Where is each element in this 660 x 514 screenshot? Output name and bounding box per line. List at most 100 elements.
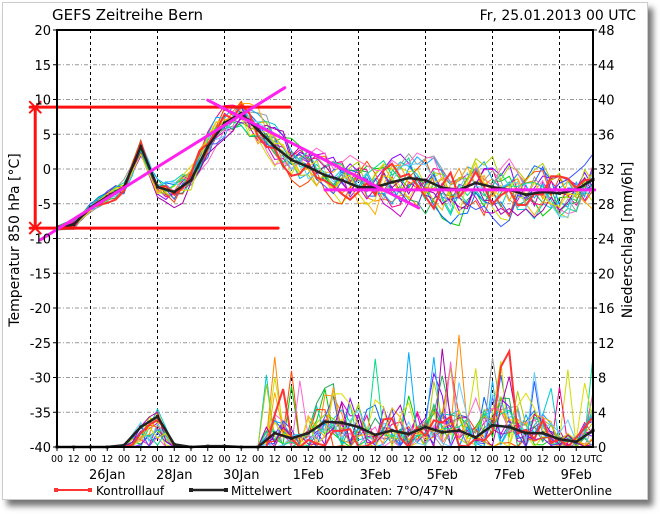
x-date-label: 30Jan xyxy=(223,468,260,483)
y-tick-label-left: 0 xyxy=(43,163,51,178)
x-hour-label: 12 xyxy=(403,454,415,465)
mittelwert-temperature-point xyxy=(273,145,277,149)
x-hour-label: 12 xyxy=(336,454,348,465)
mittelwert-temperature-point xyxy=(558,191,561,195)
legend-mittelwert-label: Mittelwert xyxy=(231,484,292,498)
y-tick-label-left: -35 xyxy=(30,406,51,421)
mittelwert-temperature-point xyxy=(340,178,344,182)
member-temperature-line xyxy=(56,103,594,230)
x-hour-label: 12 xyxy=(269,454,281,465)
mittelwert-temperature-point xyxy=(139,145,143,149)
mittelwert-temperature-point xyxy=(223,121,226,125)
mittelwert-precipitation-point xyxy=(491,423,494,427)
y-tick-label-left: 20 xyxy=(34,24,51,39)
y-tick-label-left: 10 xyxy=(34,94,51,109)
mittelwert-temperature-point xyxy=(474,181,478,185)
x-hour-label: 12 xyxy=(537,454,549,465)
run-time: Fr, 25.01.2013 00 UTC xyxy=(480,8,637,24)
x-hour-label: 00 xyxy=(252,454,264,465)
y-tick-label-right: 40 xyxy=(598,94,615,109)
y-tick-label-right: 16 xyxy=(598,302,615,317)
y-tick-label-right: 48 xyxy=(598,24,615,39)
y-tick-label-left: -5 xyxy=(38,198,51,213)
mittelwert-precipitation-point xyxy=(290,436,293,440)
x-hour-label: 00 xyxy=(453,454,465,465)
member-precipitation-line xyxy=(57,381,594,449)
x-hour-label: 12 xyxy=(168,454,180,465)
mittelwert-precipitation-point xyxy=(139,425,143,429)
x-date-label: 26Jan xyxy=(89,468,126,483)
x-hour-label: 12 xyxy=(68,454,80,465)
mittelwert-temperature-point xyxy=(256,128,260,132)
mittelwert-temperature-point xyxy=(206,145,210,149)
mittelwert-temperature-point xyxy=(440,186,444,190)
x-date-label: 1Feb xyxy=(293,468,324,483)
x-hour-label: 00 xyxy=(218,454,230,465)
y-tick-label-right: 8 xyxy=(598,372,606,387)
x-date-label: 3Feb xyxy=(360,468,391,483)
mittelwert-precipitation-point xyxy=(558,437,561,441)
x-hour-label: 00 xyxy=(285,454,297,465)
mittelwert-precipitation-point xyxy=(122,443,126,447)
mittelwert-temperature-point xyxy=(407,176,411,180)
mittelwert-temperature-point xyxy=(491,185,494,189)
mittelwert-temperature-point xyxy=(306,165,310,169)
legend-kontrolllauf-label: Kontrolllauf xyxy=(96,484,165,498)
y-tick-label-left: 5 xyxy=(43,128,51,143)
mittelwert-temperature-point xyxy=(72,223,76,227)
mittelwert-temperature-point xyxy=(524,193,528,197)
x-hour-label: 00 xyxy=(185,454,197,465)
mittelwert-temperature-point xyxy=(390,180,394,184)
x-date-label: 28Jan xyxy=(156,468,193,483)
legend-kontrolllauf-marker xyxy=(88,488,92,492)
mittelwert-precipitation-point xyxy=(541,431,545,435)
x-hour-label: 12 xyxy=(436,454,448,465)
y-tick-label-left: -40 xyxy=(30,441,51,456)
mittelwert-precipitation-point xyxy=(474,435,478,439)
mittelwert-precipitation-point xyxy=(457,428,461,432)
x-hour-label: 12 xyxy=(503,454,515,465)
mittelwert-temperature-point xyxy=(541,190,545,194)
grid xyxy=(57,30,593,447)
annotation-cross xyxy=(28,221,42,235)
mittelwert-precipitation-point xyxy=(156,415,159,419)
x-hour-label: 00 xyxy=(151,454,163,465)
mittelwert-precipitation-point xyxy=(340,421,344,425)
y-tick-label-left: -30 xyxy=(30,372,51,387)
annotation-line xyxy=(38,86,287,242)
y-axis-left-label: Temperatur 850 hPa [°C] xyxy=(7,153,23,327)
mittelwert-temperature-point xyxy=(424,178,427,182)
x-hour-label: 12 xyxy=(470,454,482,465)
mittelwert-precipitation-point xyxy=(574,440,578,444)
x-hour-label: 00 xyxy=(419,454,431,465)
x-hour-label: 00 xyxy=(386,454,398,465)
x-hour-label: 12 xyxy=(570,454,582,465)
x-date-label: 9Feb xyxy=(561,468,592,483)
y-tick-label-right: 4 xyxy=(598,406,606,421)
mittelwert-precipitation-point xyxy=(390,428,394,432)
x-hour-label: 12 xyxy=(369,454,381,465)
mittelwert-precipitation-point xyxy=(507,425,511,429)
mittelwert-temperature-point xyxy=(290,158,293,162)
chart-title: GEFS Zeitreihe Bern xyxy=(52,6,203,24)
y-tick-label-left: -15 xyxy=(30,267,51,282)
member-temperature-line xyxy=(56,125,594,231)
mittelwert-precipitation-point xyxy=(323,420,327,424)
y-tick-label-right: 32 xyxy=(598,163,615,178)
mittelwert-precipitation-point xyxy=(273,431,277,435)
y-tick-label-left: -10 xyxy=(30,233,51,248)
mittelwert-precipitation-point xyxy=(306,431,310,435)
y-tick-label-right: 12 xyxy=(598,337,615,352)
x-hour-label: 00 xyxy=(84,454,96,465)
x-hour-label: 00 xyxy=(520,454,532,465)
member-precipitation-line xyxy=(57,361,594,448)
x-hour-label: 00 xyxy=(352,454,364,465)
annotation-line xyxy=(206,98,421,210)
x-hour-label: 00 xyxy=(553,454,565,465)
mittelwert-temperature-point xyxy=(323,173,327,177)
legend-kontrolllauf-marker xyxy=(54,488,58,492)
y-tick-label-right: 36 xyxy=(598,128,615,143)
x-hour-label: 00 xyxy=(319,454,331,465)
